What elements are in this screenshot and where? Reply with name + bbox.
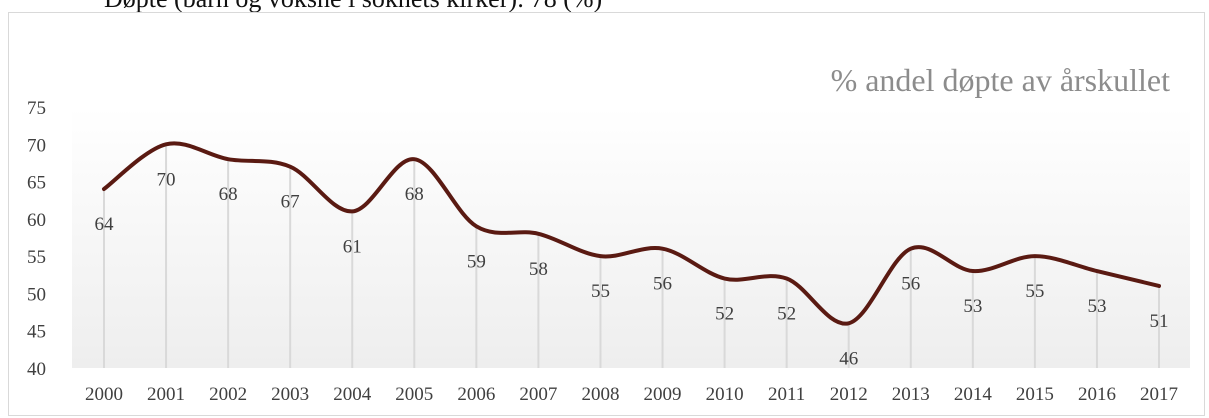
data-label: 53	[1087, 296, 1106, 317]
y-tick-label: 70	[27, 135, 46, 156]
data-label: 52	[715, 304, 734, 325]
data-label: 46	[839, 348, 858, 369]
data-label: 58	[529, 259, 548, 280]
y-tick-label: 45	[27, 322, 46, 343]
plot-area	[72, 107, 1190, 368]
data-label: 52	[777, 304, 796, 325]
data-label: 70	[157, 169, 176, 190]
x-tick-label: 2012	[830, 384, 868, 405]
x-tick-label: 2008	[581, 384, 619, 405]
x-tick-label: 2001	[147, 384, 185, 405]
x-tick-label: 2005	[395, 384, 433, 405]
chart-title: % andel døpte av årskullet	[831, 62, 1171, 98]
data-label: 64	[95, 214, 115, 235]
y-tick-label: 55	[27, 247, 46, 268]
y-tick-label: 60	[27, 210, 46, 231]
x-tick-label: 2002	[209, 384, 247, 405]
data-label: 68	[219, 184, 238, 205]
x-tick-label: 2013	[892, 384, 930, 405]
data-label: 55	[1025, 281, 1044, 302]
data-label: 67	[281, 192, 300, 213]
x-tick-label: 2017	[1140, 384, 1178, 405]
y-tick-label: 65	[27, 173, 46, 194]
x-tick-label: 2010	[706, 384, 744, 405]
x-tick-label: 2003	[271, 384, 309, 405]
data-label: 51	[1150, 311, 1169, 332]
data-label: 56	[653, 274, 672, 295]
x-tick-label: 2007	[519, 384, 557, 405]
x-tick-label: 2000	[85, 384, 123, 405]
data-label: 55	[591, 281, 610, 302]
y-tick-label: 50	[27, 284, 46, 305]
x-tick-label: 2016	[1078, 384, 1116, 405]
data-label: 61	[343, 236, 362, 257]
data-label: 68	[405, 184, 424, 205]
x-tick-label: 2004	[333, 384, 372, 405]
data-label: 59	[467, 251, 486, 272]
y-tick-label: 75	[27, 98, 46, 119]
x-tick-label: 2014	[954, 384, 993, 405]
x-tick-label: 2011	[768, 384, 805, 405]
x-tick-label: 2015	[1016, 384, 1054, 405]
x-tick-label: 2009	[644, 384, 682, 405]
data-label: 53	[963, 296, 982, 317]
data-label: 56	[901, 274, 920, 295]
x-tick-label: 2006	[457, 384, 495, 405]
y-tick-label: 40	[27, 359, 46, 380]
